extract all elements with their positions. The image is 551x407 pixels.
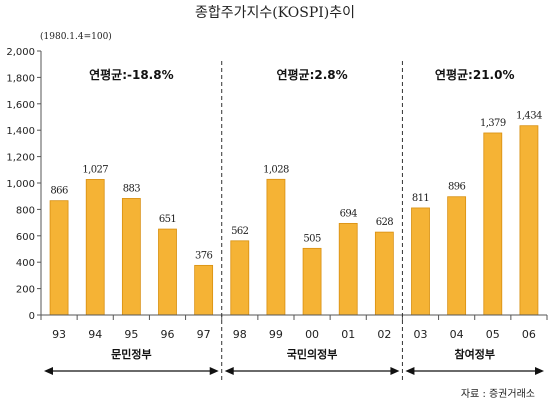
period-name: 참여정부 (454, 347, 494, 361)
y-tick-label: 600 (16, 232, 35, 243)
period-annual-avg: 연평균:2.8% (276, 67, 347, 82)
y-tick-label: 0 (29, 311, 35, 322)
data-label: 1,434 (516, 111, 542, 122)
bar (266, 178, 286, 316)
x-tick-label: 00 (305, 328, 319, 341)
x-tick-label: 01 (341, 328, 355, 341)
period-name: 국민의정부 (287, 347, 338, 361)
bar (85, 179, 105, 316)
data-label: 628 (376, 217, 394, 228)
x-tick-label: 99 (269, 328, 283, 341)
bar (447, 196, 467, 316)
period-arrow-left-head (405, 367, 415, 375)
periods: 연평균:-18.8% 문민정부 연평균:2.8% 국민의정부 연평균:21.0% 참여정부 (44, 61, 544, 380)
period-annual-avg: 연평균:21.0% (435, 67, 515, 82)
y-tick-label: 200 (16, 285, 35, 296)
data-label: 1,028 (263, 164, 289, 175)
x-tick-label: 93 (52, 328, 66, 341)
x-tick-label: 97 (197, 328, 211, 341)
bar (194, 264, 214, 316)
x-tick-label: 05 (486, 328, 500, 341)
bar (374, 231, 394, 316)
x-tick-label: 04 (450, 328, 464, 341)
data-label: 896 (448, 182, 466, 193)
x-tick-label: 96 (161, 328, 175, 341)
bar (411, 207, 430, 316)
y-tick-label: 1,200 (6, 153, 35, 164)
period-annual-avg: 연평균:-18.8% (89, 67, 174, 82)
y-tick-label: 1,000 (6, 179, 35, 190)
data-label: 651 (159, 214, 176, 225)
x-tick-label: 95 (124, 328, 138, 341)
data-label: 1,027 (82, 164, 108, 175)
period-arrow-right-head (390, 367, 400, 375)
data-label: 883 (123, 183, 141, 194)
period-arrow-left-head (44, 367, 53, 375)
data-label: 694 (340, 208, 358, 219)
data-label: 505 (303, 233, 321, 244)
period-arrow-right-head (209, 367, 219, 375)
y-tick-label: 1,400 (6, 126, 35, 137)
unit-note: (1980.1.4=100) (40, 31, 112, 42)
data-label: 376 (195, 250, 213, 261)
bar (519, 125, 539, 316)
bars: 866 1,027 883 651 376 562 1,028 505 694 628 811 896… (49, 111, 543, 316)
chart-title: 종합주가지수(KOSPI)추이 (195, 5, 355, 21)
data-label: 1,379 (480, 118, 506, 129)
x-tick-label: 98 (233, 328, 247, 341)
bar (121, 198, 141, 316)
bar (338, 222, 358, 316)
bar (49, 200, 69, 316)
bar (230, 240, 250, 316)
x-tick-label: 06 (522, 328, 536, 341)
period-name: 문민정부 (111, 347, 151, 361)
data-label: 811 (412, 193, 429, 204)
x-tick-label: 03 (414, 328, 428, 341)
period-arrow-left-head (224, 367, 234, 375)
data-label: 562 (231, 226, 249, 237)
bar (483, 132, 503, 316)
bar (158, 228, 177, 316)
x-tick-label: 02 (377, 328, 391, 341)
y-tick-label: 1,600 (6, 100, 35, 111)
data-label: 866 (50, 186, 68, 197)
source-note: 자료 : 증권거래소 (461, 388, 535, 400)
y-axis: 0 200 400 600 800 1,000 1,200 1,400 1,600 1,800 2,… (6, 47, 42, 322)
x-tick-label: 94 (88, 328, 102, 341)
y-tick-label: 400 (16, 258, 35, 269)
y-tick-label: 2,000 (6, 47, 35, 58)
x-axis: 93 94 95 96 97 98 99 00 01 02 03 04 05 06 (40, 314, 548, 341)
bar (302, 247, 322, 316)
y-tick-label: 1,800 (6, 73, 35, 84)
y-tick-label: 800 (16, 205, 35, 216)
period-arrow-right-head (535, 367, 544, 375)
